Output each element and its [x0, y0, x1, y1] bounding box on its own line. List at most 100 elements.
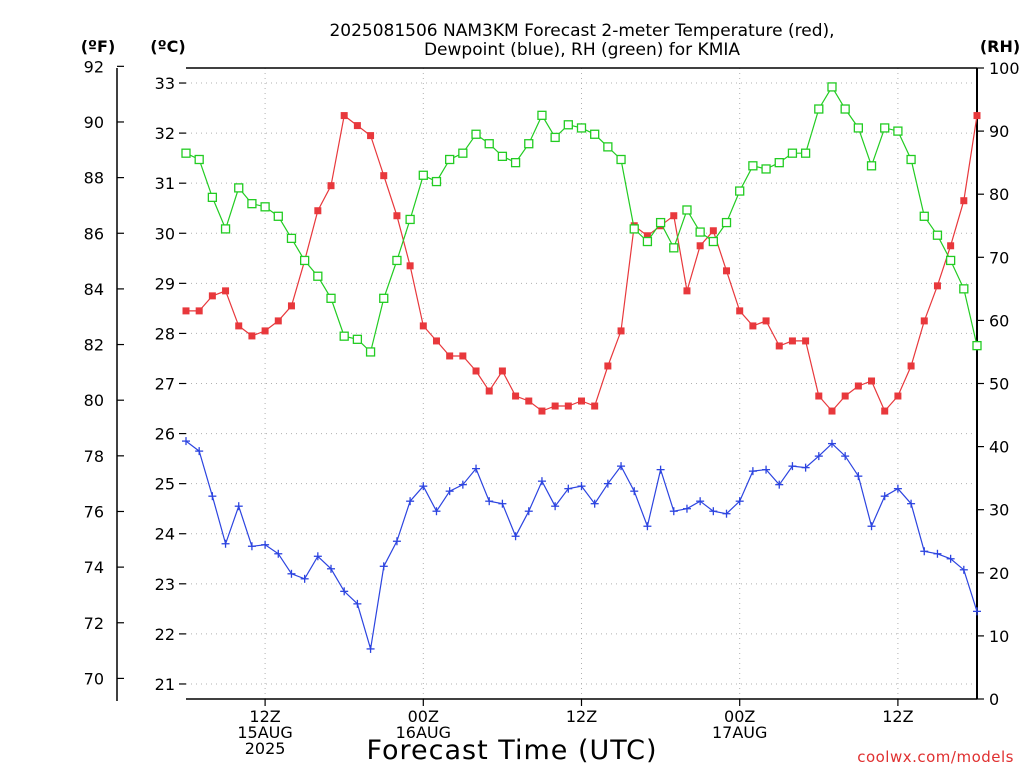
temperature-point	[696, 242, 704, 250]
dewpoint-point	[920, 547, 929, 556]
rh-point	[550, 132, 560, 143]
fahrenheit-tick-label: 82	[84, 336, 104, 355]
fahrenheit-axis-unit: (ºF)	[81, 37, 116, 56]
dewpoint-point	[458, 480, 467, 489]
dewpoint-point	[814, 452, 823, 461]
dewpoint-point	[880, 492, 889, 501]
fahrenheit-tick-label: 74	[84, 558, 104, 577]
dewpoint-point	[603, 479, 612, 488]
rh-point	[286, 233, 297, 244]
dewpoint-point	[893, 484, 902, 493]
temperature-point	[617, 327, 625, 335]
temperature-point	[907, 362, 915, 370]
dewpoint-point	[762, 465, 771, 474]
plot-axes: 21 22 23 24 25 26 27 28 29 30 31 32 33 70 72 74 76 78 80 82…	[84, 57, 1020, 709]
dewpoint-point	[366, 644, 375, 653]
rh-point	[695, 227, 705, 237]
dewpoint-point	[709, 507, 718, 516]
series-temperature	[182, 112, 981, 415]
dewpoint-point	[748, 467, 757, 476]
dewpoint-point	[656, 465, 665, 474]
rh-tick-label: 40	[989, 438, 1009, 457]
dewpoint-point	[577, 482, 586, 491]
temperature-point	[380, 172, 388, 180]
temperature-point	[868, 377, 876, 385]
x-tick-label: 16AUG	[396, 723, 451, 742]
rh-point	[800, 148, 811, 158]
temperature-point	[749, 322, 757, 330]
x-axis-title: Forecast Time (UTC)	[366, 735, 657, 766]
rh-tick-label: 90	[989, 122, 1009, 141]
dewpoint-point	[959, 565, 968, 574]
temperature-point	[208, 292, 216, 300]
rh-point	[814, 104, 824, 114]
x-tick-label: 12Z	[566, 707, 597, 726]
rh-point	[194, 154, 204, 165]
x-tick-label: 12Z	[249, 707, 280, 726]
rh-point	[880, 123, 890, 133]
dewpoint-point	[419, 482, 428, 491]
temperature-point	[485, 387, 493, 395]
dewpoint-point	[867, 522, 876, 531]
temperature-point	[222, 287, 230, 295]
rh-point	[484, 139, 494, 149]
dewpoint-point	[234, 502, 243, 511]
temperature-point	[287, 302, 295, 310]
temperature-point	[564, 402, 572, 410]
fahrenheit-tick-label: 92	[84, 57, 104, 76]
x-tick-label: 12Z	[882, 707, 913, 726]
fahrenheit-tick-label: 70	[84, 669, 104, 688]
rh-point	[629, 224, 639, 234]
rh-point	[471, 129, 481, 139]
rh-point	[352, 334, 363, 344]
rh-point	[603, 142, 613, 152]
celsius-tick-label: 21	[155, 675, 175, 694]
rh-point	[721, 217, 732, 228]
temperature-point	[472, 367, 480, 375]
rh-axis-unit: (RH)	[980, 37, 1020, 56]
temperature-point	[182, 307, 190, 315]
rh-point	[669, 243, 679, 253]
temperature-point	[512, 392, 520, 400]
rh-point	[735, 186, 745, 196]
temperature-point	[920, 317, 928, 325]
celsius-tick-label: 31	[155, 174, 175, 193]
rh-point	[906, 154, 916, 165]
dewpoint-point	[946, 554, 955, 563]
rh-point	[234, 183, 244, 193]
dewpoint-point	[682, 504, 691, 513]
dewpoint-point	[274, 549, 283, 558]
rh-point	[181, 148, 191, 158]
dewpoint-point	[287, 569, 296, 578]
temperature-point	[195, 307, 203, 315]
temperature-point	[762, 317, 770, 325]
rh-point	[510, 157, 521, 168]
x-tick-label: 15AUG	[237, 723, 292, 742]
rh-point	[458, 148, 468, 158]
dewpoint-point	[841, 452, 850, 461]
celsius-tick-label: 26	[155, 425, 175, 444]
dewpoint-point	[392, 537, 401, 546]
temperature-point	[736, 307, 744, 315]
temperature-point	[802, 337, 810, 345]
dewpoint-point	[973, 607, 981, 616]
rh-point	[576, 123, 587, 133]
dewpoint-point	[327, 564, 336, 573]
temperature-point	[340, 112, 348, 120]
temperature-point	[261, 327, 269, 335]
temperature-point	[973, 112, 981, 120]
temperature-point	[709, 227, 717, 235]
celsius-tick-label: 30	[155, 224, 175, 243]
temperature-point	[327, 182, 335, 190]
dewpoint-point	[669, 507, 678, 516]
temperature-point	[393, 212, 401, 220]
rh-point	[379, 293, 389, 303]
celsius-tick-label: 25	[155, 475, 175, 494]
fahrenheit-tick-label: 78	[84, 447, 104, 466]
dewpoint-point	[801, 463, 810, 472]
temperature-point	[894, 392, 902, 400]
rh-tick-label: 100	[989, 59, 1020, 78]
dewpoint-point	[445, 487, 454, 496]
dewpoint-point	[472, 464, 481, 473]
rh-point	[708, 236, 718, 247]
